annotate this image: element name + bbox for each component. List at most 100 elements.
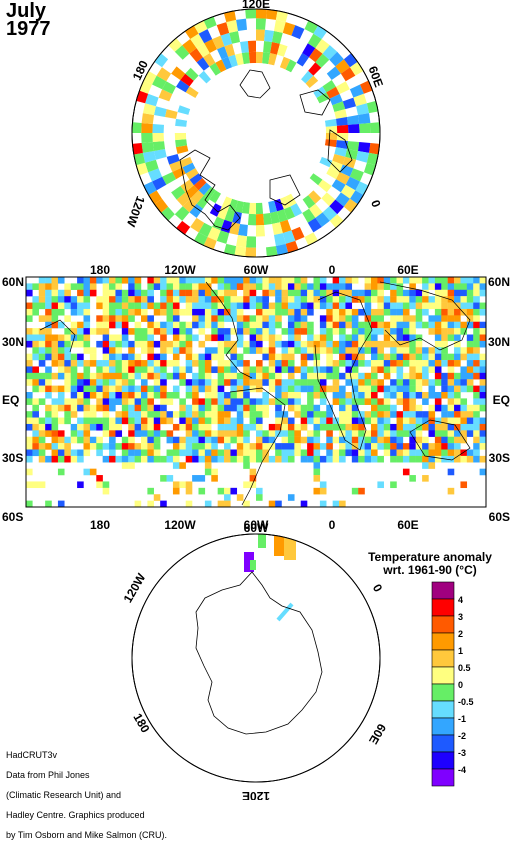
anomaly-cell [415,321,423,329]
lat-tick-label-left: 30N [2,335,24,349]
anomaly-cell [70,404,78,412]
anomaly-cell [479,308,486,316]
anomaly-cell [307,328,314,335]
anomaly-cell [428,430,436,437]
anomaly-cell [70,398,78,405]
anomaly-cell [77,277,84,284]
anomaly-cell [422,308,429,316]
anomaly-cell [57,277,65,284]
anomaly-cell [245,9,256,19]
anomaly-cell [279,196,291,210]
anomaly-cell [262,443,269,450]
anomaly-cell [26,372,33,380]
anomaly-cell [45,315,52,322]
anomaly-cell [319,366,327,374]
anomaly-cell [460,411,468,418]
anomaly-cell [319,302,327,310]
anomaly-cell [26,423,33,431]
anomaly-cell [294,347,301,354]
anomaly-cell [447,385,455,393]
anomaly-cell [402,353,410,361]
anomaly-cell [236,379,244,386]
anomaly-cell [329,94,343,106]
anomaly-cell [428,353,436,361]
anomaly-cell [332,449,340,457]
anomaly-cell [422,417,429,425]
anomaly-cell [339,353,346,361]
anomaly-cell [294,385,301,393]
anomaly-cell [147,417,154,425]
anomaly-cell [249,468,257,476]
anomaly-cell [383,308,391,316]
anomaly-cell [396,379,404,386]
anomaly-cell [377,423,384,431]
anomaly-cell [318,179,332,193]
anomaly-cell [152,75,167,90]
anomaly-cell [364,347,372,354]
anomaly-cell [102,302,110,310]
anomaly-cell [57,289,65,297]
anomaly-cell [434,302,442,310]
anomaly-cell [447,417,455,425]
anomaly-cell [364,334,372,342]
anomaly-cell [326,340,333,348]
anomaly-cell [102,411,110,418]
anomaly-cell [434,430,442,437]
anomaly-cell [434,436,442,444]
anomaly-cell [236,385,244,393]
anomaly-cell [332,289,340,297]
anomaly-cell [204,379,212,386]
anomaly-cell [466,277,474,284]
anomaly-cell [434,423,442,431]
anomaly-cell [211,315,218,322]
anomaly-cell [364,360,372,367]
anomaly-cell [371,277,378,284]
anomaly-cell [291,226,305,241]
anomaly-cell [121,449,129,457]
anomaly-cell [358,385,365,393]
anomaly-cell [198,423,206,431]
anomaly-cell [102,398,110,405]
anomaly-cell [263,41,272,53]
anomaly-cell [275,423,282,431]
anomaly-cell [402,334,410,342]
anomaly-cell [179,334,186,342]
anomaly-cell [212,216,225,231]
anomaly-cell [441,372,448,380]
anomaly-cell [172,315,180,322]
anomaly-cell [466,302,474,310]
anomaly-cell [390,449,397,457]
anomaly-cell [204,404,212,412]
anomaly-cell [57,321,65,329]
anomaly-cell [415,430,423,437]
anomaly-cell [172,321,180,329]
anomaly-cell [268,353,276,361]
anomaly-cell [479,366,486,374]
anomaly-cell [479,289,486,297]
anomaly-cell [192,360,199,367]
anomaly-cell [26,455,33,463]
anomaly-cell [345,411,353,418]
anomaly-cell [109,436,116,444]
anomaly-cell [243,462,250,469]
anomaly-cell [300,347,308,354]
anomaly-cell [198,315,206,322]
anomaly-cell [287,379,295,386]
legend-swatch [431,632,455,651]
anomaly-cell [217,436,225,444]
anomaly-cell [287,321,295,329]
anomaly-cell [141,398,148,405]
anomaly-cell [332,277,340,284]
anomaly-cell [390,385,397,393]
anomaly-cell [148,168,163,182]
anomaly-cell [236,235,247,248]
anomaly-cell [434,366,442,374]
anomaly-cell [434,417,442,425]
anomaly-cell [409,379,416,386]
anomaly-cell [409,398,416,405]
anomaly-cell [141,411,148,418]
anomaly-cell [192,443,199,450]
anomaly-cell [121,308,129,316]
anomaly-cell [249,340,257,348]
anomaly-cell [313,289,321,297]
